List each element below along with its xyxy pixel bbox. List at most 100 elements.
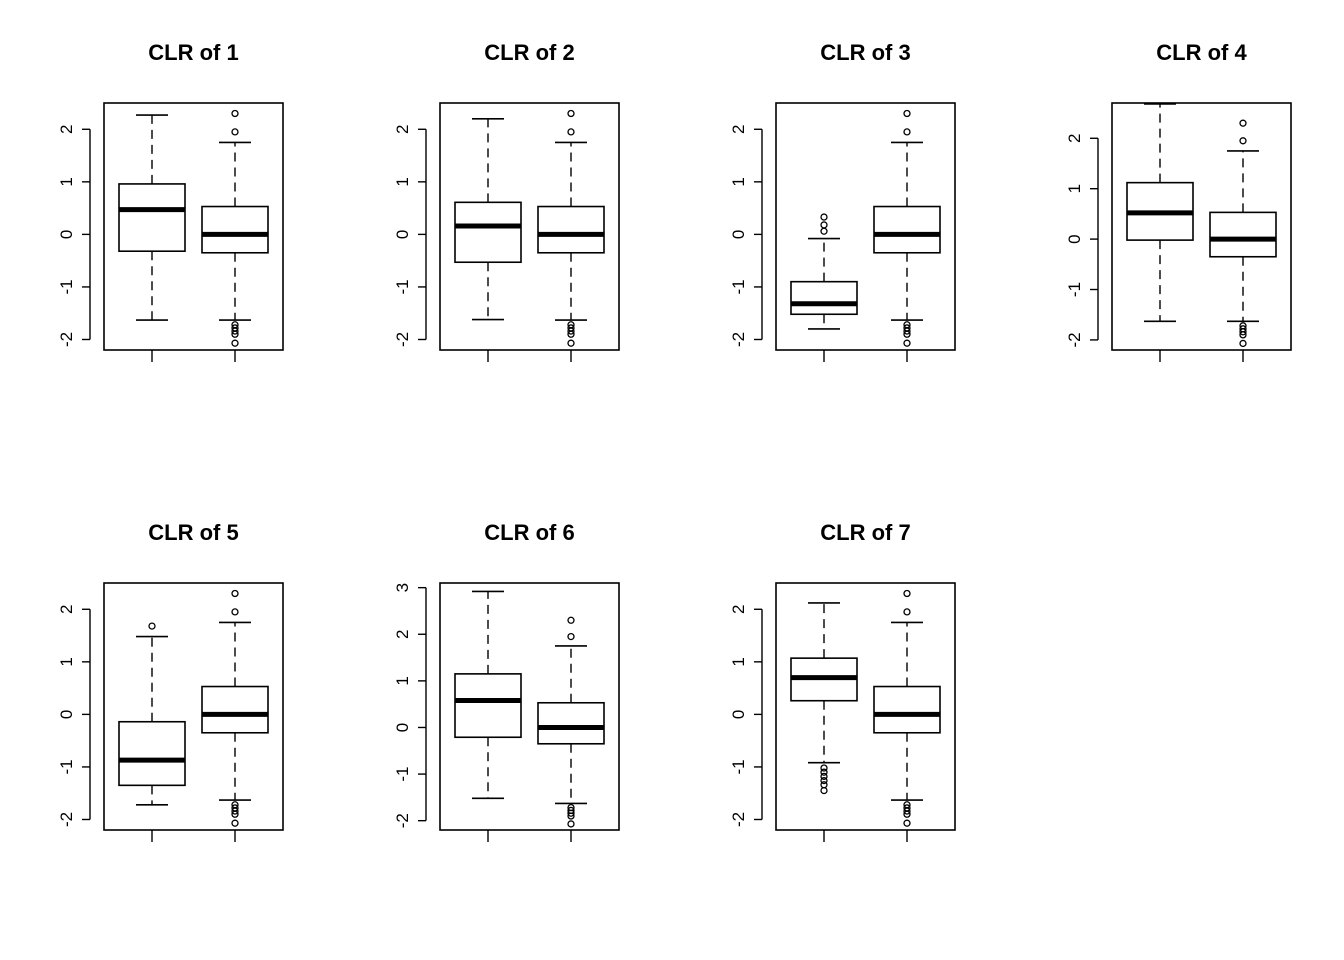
- y-tick-label: 2: [1065, 134, 1084, 143]
- outlier-point: [820, 781, 828, 789]
- outlier-point: [567, 809, 575, 817]
- box-1: [118, 114, 186, 321]
- iqr-box: [454, 201, 522, 264]
- outlier-point: [1239, 339, 1247, 348]
- panel-clr-7: CLR of 7 2 1 0 -1 -2: [729, 520, 956, 842]
- panel-clr-2: CLR of 2 2 1 0 -1 -2: [393, 40, 620, 362]
- y-tick-label: 1: [57, 657, 76, 666]
- box-1: [790, 213, 858, 330]
- y-tick-label: 0: [57, 230, 76, 239]
- y-tick-label: -2: [1065, 332, 1084, 347]
- box-1: [454, 117, 522, 321]
- outlier-point: [903, 330, 911, 338]
- panel-clr-3: CLR of 3 2 1 0 -1 -2: [729, 40, 956, 362]
- plot-frame: [1111, 102, 1292, 351]
- outlier-point: [820, 764, 828, 772]
- iqr-box: [454, 673, 522, 739]
- outlier-point: [820, 772, 828, 781]
- outlier-point: [567, 128, 575, 136]
- outlier-point: [231, 128, 239, 136]
- y-tick-label: 2: [393, 125, 412, 134]
- outlier-point: [231, 819, 239, 827]
- y-tick-label: -1: [393, 767, 412, 782]
- outlier-point: [820, 768, 828, 776]
- box-1: [1126, 103, 1194, 323]
- outlier-point: [148, 622, 156, 630]
- outlier-point: [1239, 331, 1247, 339]
- y-tick-label: -2: [393, 332, 412, 347]
- iqr-box: [118, 183, 186, 252]
- plot-frame: [775, 582, 956, 831]
- outlier-point: [567, 109, 575, 118]
- y-tick-label: 1: [1065, 184, 1084, 193]
- outlier-point: [903, 608, 911, 616]
- chart-title: CLR of 1: [148, 40, 238, 65]
- outlier-point: [567, 820, 575, 828]
- outlier-point: [231, 327, 239, 335]
- outlier-point: [231, 810, 239, 818]
- box-2: [201, 589, 269, 827]
- y-tick-label: 0: [393, 230, 412, 239]
- chart-title: CLR of 3: [820, 40, 910, 65]
- y-tick-label: -2: [729, 332, 748, 347]
- iqr-box: [118, 720, 186, 787]
- y-tick-label: 0: [57, 710, 76, 719]
- y-tick-label: 0: [729, 710, 748, 719]
- outlier-point: [567, 812, 575, 820]
- outlier-point: [1239, 137, 1247, 145]
- iqr-box: [1209, 211, 1277, 258]
- y-tick-label: 1: [729, 657, 748, 666]
- y-tick-label: 2: [57, 605, 76, 614]
- outlier-point: [820, 786, 828, 795]
- plot-frame: [439, 582, 620, 831]
- y-tick-label: -2: [57, 812, 76, 827]
- box-2: [873, 109, 941, 347]
- outlier-point: [903, 589, 911, 598]
- outlier-point: [903, 128, 911, 136]
- panel-clr-6: CLR of 6 3 2 1 0 -1 -2: [393, 520, 620, 842]
- y-tick-label: 2: [57, 125, 76, 134]
- iqr-box: [873, 205, 941, 254]
- chart-title: CLR of 2: [484, 40, 574, 65]
- y-tick-label: -2: [57, 332, 76, 347]
- outlier-point: [567, 616, 575, 624]
- panel-clr-4: CLR of 4 2 1 0 -1 -2: [1065, 40, 1292, 362]
- outlier-point: [820, 213, 828, 221]
- y-tick-label: -1: [1065, 282, 1084, 297]
- outlier-point: [567, 339, 575, 347]
- y-tick-label: 0: [1065, 234, 1084, 243]
- box-1: [118, 622, 186, 806]
- y-tick-label: 0: [729, 230, 748, 239]
- outlier-point: [903, 339, 911, 347]
- outlier-point: [231, 807, 239, 815]
- y-tick-label: 1: [393, 177, 412, 186]
- iqr-box: [201, 685, 269, 734]
- outlier-point: [231, 330, 239, 338]
- outlier-point: [567, 632, 575, 641]
- outlier-point: [231, 589, 239, 598]
- y-tick-label: -1: [57, 279, 76, 294]
- outlier-point: [231, 109, 239, 118]
- box-2: [201, 109, 269, 347]
- outlier-point: [903, 327, 911, 335]
- outlier-point: [903, 807, 911, 815]
- panel-clr-1: CLR of 1 2 1 0 -1 -2: [57, 40, 284, 362]
- box-2: [537, 616, 605, 828]
- outlier-point: [820, 221, 828, 229]
- iqr-box: [201, 205, 269, 254]
- plot-frame: [103, 582, 284, 831]
- box-2: [537, 109, 605, 347]
- chart-title: CLR of 5: [148, 520, 238, 545]
- outlier-point: [1239, 328, 1247, 336]
- outlier-point: [567, 330, 575, 338]
- iqr-box: [537, 205, 605, 254]
- outlier-point: [820, 227, 828, 235]
- box-1: [454, 590, 522, 800]
- box-2: [1209, 119, 1277, 348]
- chart-title: CLR of 4: [1156, 40, 1247, 65]
- outlier-point: [567, 327, 575, 335]
- y-tick-label: 1: [729, 177, 748, 186]
- outlier-point: [1239, 119, 1247, 127]
- y-tick-label: 1: [57, 177, 76, 186]
